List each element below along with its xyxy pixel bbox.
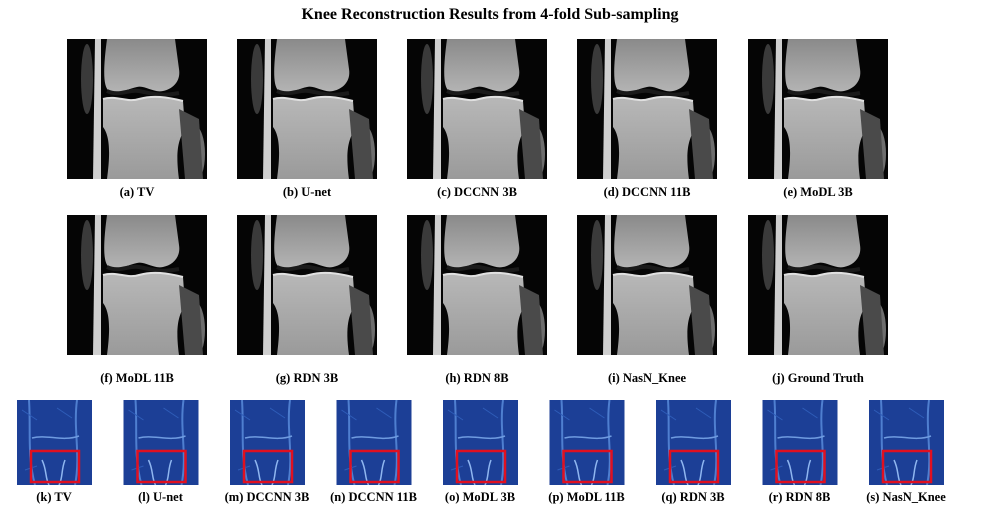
caption: (k) TV (36, 490, 72, 504)
caption: (m) DCCNN 3B (225, 490, 310, 504)
caption: (n) DCCNN 11B (330, 490, 417, 504)
zoom-box (242, 449, 294, 484)
error-map (443, 400, 518, 485)
caption: (d) DCCNN 11B (604, 185, 691, 199)
zoom-box (29, 449, 81, 484)
reconstruction-image (67, 215, 207, 355)
caption: (q) RDN 3B (661, 490, 724, 504)
zoom-box (668, 449, 720, 484)
caption: (i) NasN_Knee (608, 371, 687, 385)
error-map (762, 400, 838, 485)
caption: (s) NasN_Knee (866, 490, 946, 504)
zoom-box (349, 449, 400, 484)
reconstruction-image (577, 215, 717, 355)
caption: (o) MoDL 3B (445, 490, 515, 504)
reconstruction-image (748, 215, 888, 355)
reconstruction-image (577, 39, 717, 179)
reconstruction-image (407, 39, 547, 179)
caption: (r) RDN 8B (769, 490, 831, 504)
reconstruction-image (237, 39, 377, 179)
reconstruction-image (237, 215, 377, 355)
error-map (656, 400, 731, 485)
error-map (336, 400, 412, 485)
zoom-box (136, 449, 187, 484)
reconstruction-image (407, 215, 547, 355)
error-map (123, 400, 199, 485)
zoom-box (455, 449, 507, 484)
reconstruction-image (67, 39, 207, 179)
caption: (p) MoDL 11B (548, 490, 624, 504)
caption: (a) TV (120, 185, 155, 199)
reconstruction-image (748, 39, 888, 179)
zoom-box (775, 449, 826, 484)
caption: (f) MoDL 11B (100, 371, 174, 385)
caption: (b) U-net (283, 185, 332, 199)
caption: (e) MoDL 3B (783, 185, 852, 199)
caption: (l) U-net (138, 490, 184, 504)
caption: (g) RDN 3B (276, 371, 339, 385)
zoom-box (562, 449, 613, 484)
caption: (c) DCCNN 3B (437, 185, 517, 199)
caption: (j) Ground Truth (772, 371, 864, 385)
error-map (549, 400, 625, 485)
figure-title: Knee Reconstruction Results from 4-fold … (301, 6, 678, 23)
error-map (17, 400, 92, 485)
error-map (230, 400, 305, 485)
caption: (h) RDN 8B (445, 371, 508, 385)
zoom-box (881, 449, 933, 484)
error-map (869, 400, 944, 485)
